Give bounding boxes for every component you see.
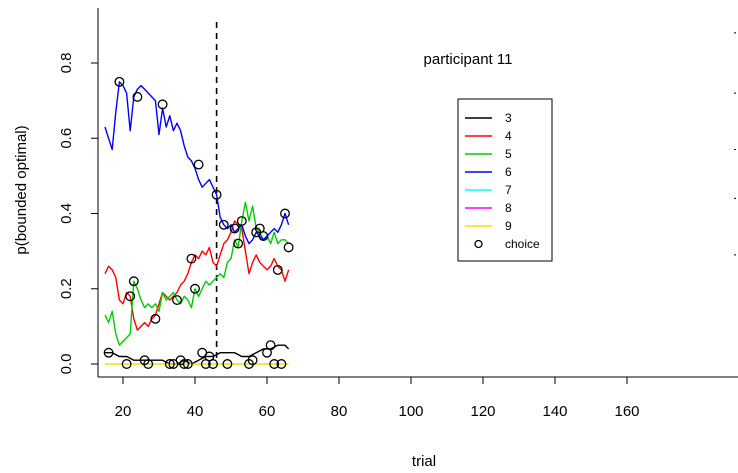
choice-marker — [179, 359, 190, 369]
x-axis-label: trial — [412, 453, 436, 470]
participant-annotation: participant 11 — [424, 51, 513, 68]
legend-label-5: 5 — [505, 147, 512, 161]
x-tick-label: 20 — [115, 403, 132, 420]
legend-label-8: 8 — [505, 201, 512, 215]
legend-box — [457, 98, 553, 262]
choice-marker — [283, 242, 294, 253]
y-tick-label: 0.2 — [58, 278, 75, 299]
axes: 20 40 60 80 100 120 140 160 0.0 0.2 0.4 0.6 0.8 — [58, 8, 738, 420]
legend-label-7: 7 — [505, 183, 512, 197]
choice-marker — [276, 359, 287, 369]
choice-marker — [190, 283, 200, 294]
y-axis-label: p(bounded optimal) — [13, 125, 30, 254]
x-tick-label: 80 — [331, 403, 348, 420]
x-tick-label: 140 — [542, 403, 567, 420]
choice-marker — [186, 253, 197, 264]
y-tick-label: 0.8 — [58, 53, 75, 74]
choice-marker — [114, 76, 125, 87]
choice-marker — [269, 359, 280, 369]
x-tick-label: 40 — [187, 403, 204, 420]
choice-marker — [125, 291, 136, 302]
choice-marker — [229, 223, 240, 234]
choice-marker — [247, 355, 258, 366]
series-line-5 — [104, 201, 290, 346]
choice-marker — [272, 264, 283, 275]
choice-marker — [222, 359, 233, 369]
x-tick-label: 100 — [398, 403, 423, 420]
choice-marker — [157, 99, 168, 110]
series-line-6 — [104, 81, 290, 245]
series-line-4 — [104, 220, 290, 331]
series-line-3 — [105, 344, 290, 365]
choice-marker — [193, 159, 204, 170]
choice-marker — [103, 347, 114, 358]
choice-marker — [182, 359, 193, 369]
legend: 3 4 5 6 7 8 9 choice — [457, 98, 553, 262]
y-tick-label: 0.6 — [58, 128, 75, 149]
x-tick-label: 120 — [470, 403, 495, 420]
x-tick-label: 160 — [614, 403, 639, 420]
choice-marker — [143, 359, 154, 369]
choice-marker — [236, 216, 247, 226]
choice-marker — [211, 189, 222, 200]
series-lines — [104, 81, 290, 365]
choice-marker — [121, 359, 132, 369]
choice-marker — [218, 219, 229, 230]
y-tick-label: 0.0 — [58, 354, 75, 375]
choice-marker — [265, 340, 276, 351]
legend-label-3: 3 — [505, 111, 512, 125]
choice-marker — [164, 359, 175, 369]
legend-label-9: 9 — [505, 219, 512, 233]
right-margin-marks — [734, 32, 736, 256]
legend-label-choice: choice — [505, 237, 540, 251]
legend-swatch-choice — [474, 239, 483, 249]
y-tick-label: 0.4 — [58, 203, 75, 224]
choice-marker — [132, 91, 143, 102]
choice-markers — [103, 76, 294, 369]
choice-marker — [258, 231, 269, 242]
legend-label-6: 6 — [505, 165, 512, 179]
choice-marker — [128, 276, 139, 287]
choice-marker — [208, 359, 218, 369]
choice-marker — [150, 313, 161, 324]
x-tick-label: 60 — [259, 403, 276, 420]
choice-marker — [172, 295, 182, 305]
choice-marker — [280, 208, 290, 219]
legend-label-4: 4 — [505, 129, 512, 143]
choice-marker — [233, 238, 244, 249]
